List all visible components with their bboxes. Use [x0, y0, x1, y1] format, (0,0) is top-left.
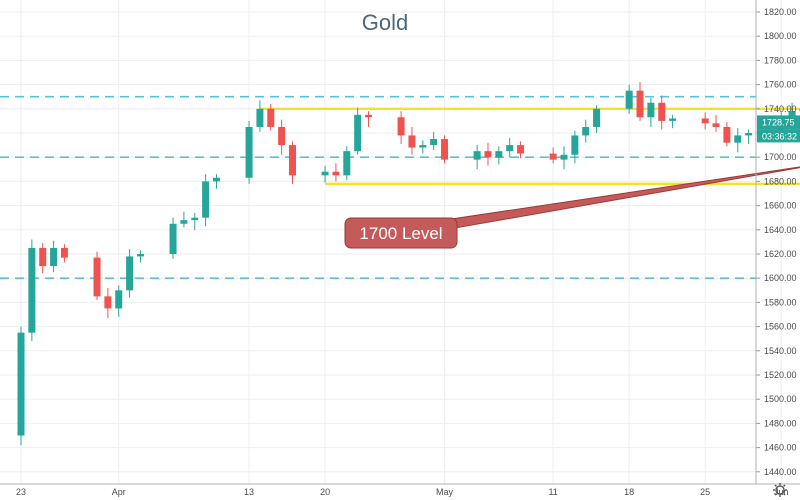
candle-body	[549, 153, 557, 160]
candle-body	[701, 118, 709, 124]
x-tick-label: 11	[548, 487, 557, 497]
candle-body	[126, 256, 134, 291]
candles	[17, 82, 800, 446]
candle-body	[28, 247, 36, 333]
candle-body	[365, 114, 373, 118]
candle-body	[658, 102, 666, 121]
x-axis: 23Apr1320May111825Jun815	[0, 483, 800, 497]
candle-body	[60, 247, 68, 258]
y-tick-label: 1520.00	[764, 370, 797, 380]
annotation: 1700 Level	[344, 166, 800, 249]
y-tick-label: 1460.00	[764, 443, 797, 453]
y-axis: 1440.00 1460.00 1480.00 1500.00 1520.00 1540.…	[755, 0, 800, 484]
countdown-badge	[757, 129, 800, 143]
candle-body	[408, 135, 416, 148]
y-tick-label: 1640.00	[764, 225, 797, 235]
x-tick-label: 25	[700, 487, 710, 497]
y-tick-label: 1620.00	[764, 249, 797, 259]
y-tick-label: 1480.00	[764, 418, 797, 428]
candle-body	[17, 332, 25, 436]
candle-body	[245, 126, 253, 178]
y-tick-label: 1440.00	[764, 467, 797, 477]
candle-body	[267, 108, 275, 127]
candle-body	[734, 135, 742, 143]
candle-body	[593, 108, 601, 127]
y-tick-label: 1760.00	[764, 80, 797, 90]
candle-body	[647, 102, 655, 118]
candle-body	[571, 135, 579, 155]
candle-body	[202, 181, 210, 218]
candle-body	[625, 90, 633, 109]
candle-body	[506, 145, 514, 152]
candle-body	[712, 123, 720, 127]
candle-body	[289, 145, 296, 176]
candle-body	[560, 154, 568, 160]
y-tick-label: 1680.00	[764, 176, 797, 186]
candle-body	[484, 151, 492, 158]
candle-body	[93, 257, 101, 297]
candle-body	[115, 290, 123, 309]
y-tick-label: 1560.00	[764, 322, 797, 332]
candle-body	[517, 145, 525, 154]
x-tick-label: 20	[320, 487, 330, 497]
y-tick-label: 1820.00	[764, 7, 797, 17]
candle-body	[397, 117, 405, 136]
candle-body	[354, 114, 362, 152]
candle-body	[788, 111, 796, 119]
candle-body	[180, 220, 188, 224]
annotation-label: 1700 Level	[359, 224, 442, 243]
candle-body	[343, 151, 351, 176]
y-tick-label: 1700.00	[764, 152, 797, 162]
candle-body	[745, 133, 753, 136]
candle-body	[278, 126, 286, 146]
candle-body	[669, 118, 677, 121]
candle-body	[256, 108, 264, 127]
candle-body	[104, 296, 112, 309]
candle-body	[332, 171, 340, 176]
candle-body	[191, 217, 199, 221]
y-tick-label: 1740.00	[764, 104, 797, 114]
last-price-label: 1728.75	[762, 117, 795, 127]
x-tick-label: 18	[624, 487, 634, 497]
y-tick-label: 1580.00	[764, 297, 797, 307]
candle-body	[50, 247, 58, 267]
x-tick-label: May	[436, 487, 454, 497]
candle-body	[723, 126, 731, 143]
candle-body	[430, 139, 438, 146]
candle-body	[212, 177, 220, 182]
x-tick-label: 13	[244, 487, 254, 497]
y-tick-label: 1780.00	[764, 55, 797, 65]
last-price-badge	[757, 115, 800, 130]
x-tick-label: 23	[16, 487, 26, 497]
annotation-box	[344, 217, 458, 249]
countdown-label: 03:36:32	[762, 131, 797, 141]
y-tick-label: 1500.00	[764, 394, 797, 404]
candle-body	[582, 126, 590, 136]
candle-body	[441, 139, 449, 160]
level-lines	[0, 95, 800, 280]
x-tick-label: Apr	[112, 487, 126, 497]
gear-icon[interactable]	[773, 483, 787, 497]
candle-body	[136, 254, 144, 257]
y-tick-label: 1540.00	[764, 346, 797, 356]
candle-body	[419, 145, 427, 148]
candle-body	[495, 151, 503, 158]
chart-title: Gold	[362, 10, 408, 35]
candle-body	[169, 223, 177, 254]
candle-body	[321, 171, 329, 176]
y-tick-label: 1600.00	[764, 273, 797, 283]
y-tick-label: 1660.00	[764, 201, 797, 211]
candle-body	[473, 151, 481, 160]
candle-body	[636, 90, 644, 118]
candle-body	[39, 247, 47, 267]
y-tick-label: 1800.00	[764, 31, 797, 41]
x-tick-label: Jun	[774, 487, 789, 497]
